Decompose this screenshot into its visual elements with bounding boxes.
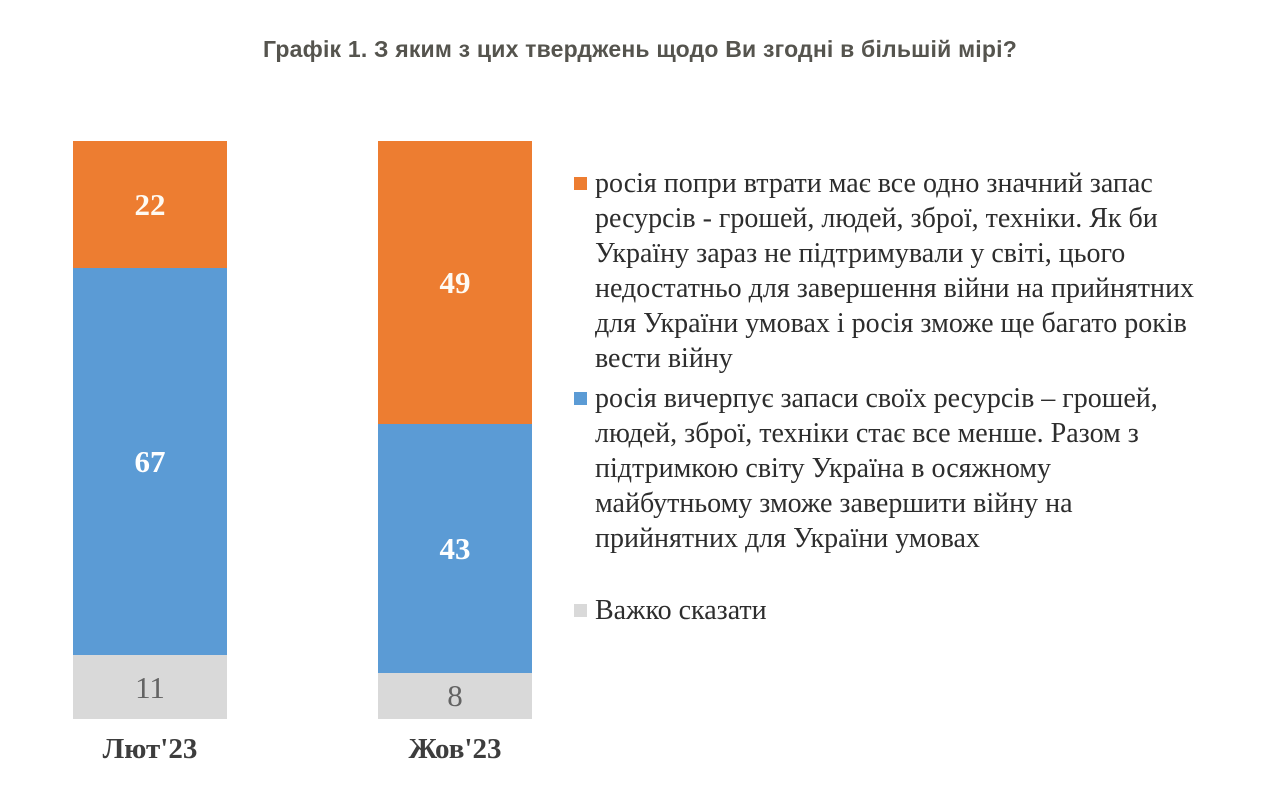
bar-segment: 11 — [73, 655, 227, 719]
chart-title: Графік 1. З яким з цих тверджень щодо Ви… — [263, 36, 1017, 62]
category-label: Жов'23 — [408, 733, 502, 765]
bar-value-label: 11 — [135, 669, 165, 705]
legend-entry-blue: росія вичерпує запаси своїх ресурсів – г… — [574, 381, 1274, 556]
bar-value-label: 22 — [134, 187, 166, 223]
bar-segment: 43 — [378, 424, 532, 673]
legend-color-swatch — [574, 604, 587, 617]
legend-entry-orange: росія попри втрати має все одно значний … — [574, 166, 1274, 376]
bar-segment: 22 — [73, 141, 227, 269]
legend-entry-label: Важко сказати — [595, 595, 767, 626]
bar-segment: 49 — [378, 141, 532, 425]
bar-value-label: 8 — [447, 678, 463, 714]
legend-entry-label: росія попри втрати має все одно значний … — [595, 168, 1194, 374]
stacked-bar-1: 22 67 11 — [73, 141, 227, 719]
bar-value-label: 43 — [439, 530, 471, 566]
bar-segment: 67 — [73, 268, 227, 656]
legend-color-swatch — [574, 177, 587, 190]
bar-segment: 8 — [378, 672, 532, 719]
legend-entry-label: росія вичерпує запаси своїх ресурсів – г… — [595, 383, 1158, 554]
legend-entry-gray: Важко сказати — [574, 593, 1274, 628]
legend-color-swatch — [574, 392, 587, 405]
stacked-bar-2: 49 43 8 — [378, 141, 532, 719]
category-label: Лют'23 — [102, 733, 198, 765]
bar-value-label: 49 — [439, 265, 471, 301]
bar-value-label: 67 — [134, 444, 166, 480]
